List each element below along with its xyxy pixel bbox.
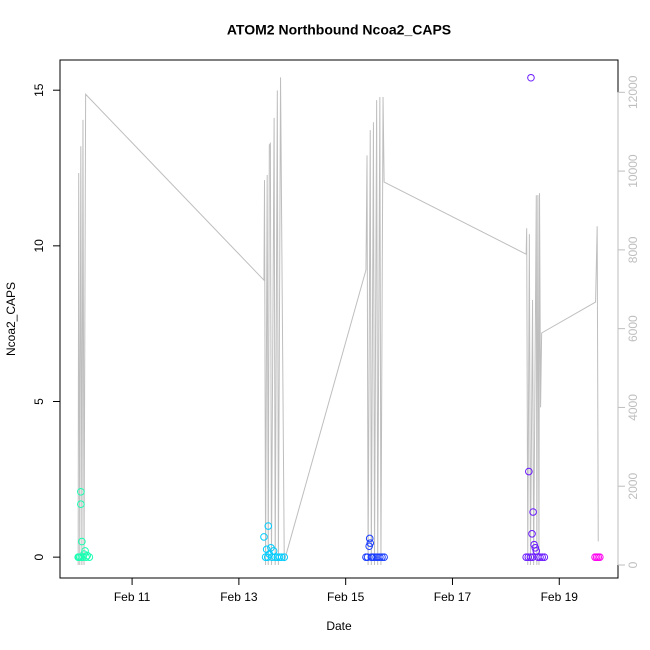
data-point: [78, 537, 86, 546]
x-tick-label: Feb 19: [541, 590, 579, 604]
data-point: [528, 529, 536, 538]
data-point: [77, 500, 85, 509]
y2-tick-label: 0: [626, 561, 640, 568]
y-tick-label: 0: [32, 553, 46, 560]
x-axis-label: Date: [326, 619, 352, 633]
data-point: [275, 553, 284, 561]
data-point: [525, 467, 533, 476]
y-tick-label: 5: [32, 398, 46, 405]
data-point: [378, 553, 386, 561]
data-point: [376, 553, 384, 561]
data-point: [83, 551, 92, 560]
data-point: [596, 553, 604, 561]
data-point: [85, 553, 94, 561]
data-point: [538, 553, 546, 561]
data-line: [77, 77, 599, 566]
data-point: [528, 553, 537, 561]
y2-tick-label: 6000: [626, 315, 640, 342]
x-tick-label: Feb 17: [434, 590, 472, 604]
data-point: [277, 553, 286, 561]
y-axis-label: Ncoa2_CAPS: [4, 282, 18, 356]
y2-tick-label: 4000: [626, 394, 640, 421]
data-point: [540, 553, 549, 561]
y2-tick-label: 10000: [626, 154, 640, 188]
data-point: [536, 553, 544, 561]
data-point: [531, 544, 540, 552]
y2-tick-label: 8000: [626, 236, 640, 263]
chart-title: ATOM2 Northbound Ncoa2_CAPS: [227, 22, 451, 38]
data-point: [365, 542, 373, 551]
data-point: [264, 522, 273, 530]
data-point: [524, 553, 533, 561]
data-point: [260, 533, 268, 541]
x-tick-label: Feb 11: [114, 590, 151, 604]
data-point: [82, 553, 90, 561]
data-point: [280, 553, 289, 561]
y-tick-label: 10: [32, 239, 46, 253]
x-tick-label: Feb 15: [327, 590, 365, 604]
data-point: [527, 73, 535, 82]
y2-tick-label: 2000: [626, 473, 640, 500]
data-point: [366, 539, 375, 547]
data-point: [380, 553, 388, 561]
data-point: [77, 487, 85, 496]
data-point: [365, 534, 374, 543]
data-point: [370, 553, 378, 561]
y2-tick-label: 12000: [626, 75, 640, 109]
data-point: [529, 508, 537, 516]
x-tick-label: Feb 13: [220, 590, 258, 604]
y-tick-label: 15: [32, 83, 46, 97]
data-point: [526, 553, 535, 561]
